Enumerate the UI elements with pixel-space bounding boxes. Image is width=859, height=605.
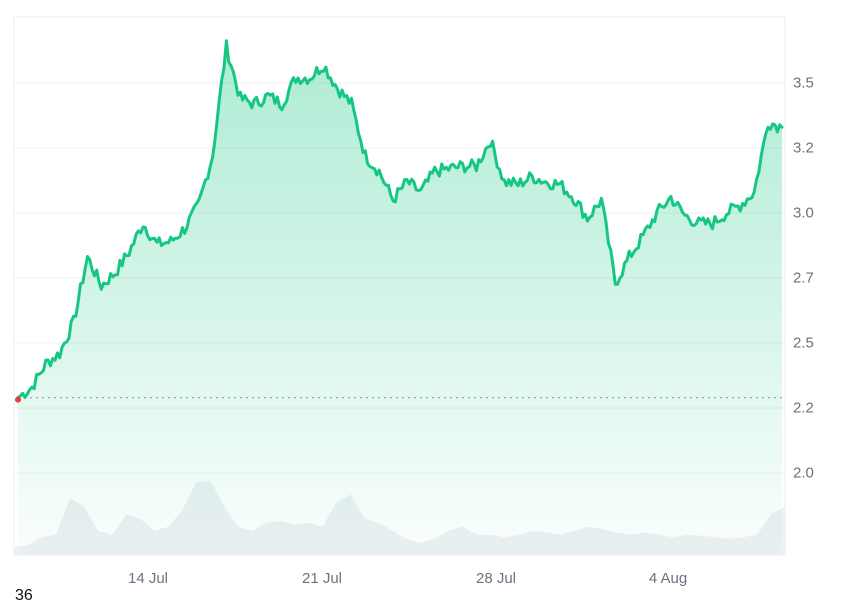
- y-tick-label: 3.5: [793, 74, 814, 92]
- y-tick-label: 3.2: [793, 139, 814, 157]
- y-tick-label: 3.0: [793, 204, 814, 222]
- corner-label: 36: [15, 587, 33, 604]
- x-tick-label: 4 Aug: [648, 570, 688, 587]
- y-tick-label: 2.0: [793, 464, 814, 482]
- x-tick-label: 21 Jul: [301, 570, 343, 587]
- price-line: [16, 39, 784, 400]
- y-tick-label: 2.7: [793, 269, 814, 287]
- x-tick-label: 28 Jul: [475, 570, 517, 587]
- y-tick-label: 2.2: [793, 399, 814, 417]
- x-tick-label: 14 Jul: [127, 570, 169, 587]
- start-marker-icon: [15, 396, 21, 403]
- y-tick-label: 2.5: [793, 334, 814, 352]
- price-area-fill: [18, 40, 782, 555]
